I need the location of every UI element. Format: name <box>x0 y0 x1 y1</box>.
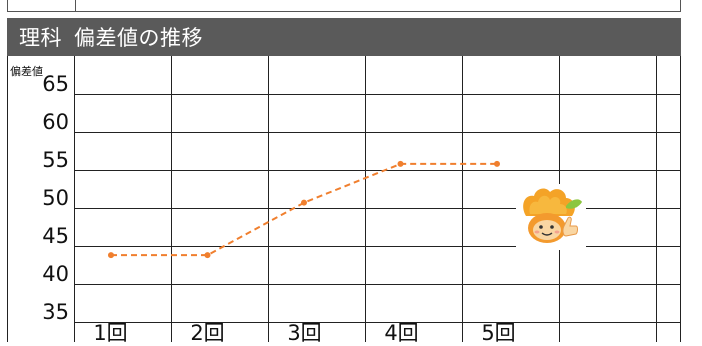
y-tick-label: 65 <box>42 72 69 96</box>
chart-header-bar: 理科 偏差値の推移 <box>7 18 681 56</box>
y-tick-label: 60 <box>42 110 69 134</box>
y-tick-label: 45 <box>42 224 69 248</box>
y-axis-label: 偏差値 <box>10 64 43 78</box>
x-tick-label: 5回 <box>481 321 515 342</box>
data-point <box>108 252 114 259</box>
y-tick-label: 40 <box>42 262 69 286</box>
x-tick-label: 2回 <box>190 321 224 342</box>
data-point <box>494 160 500 167</box>
x-tick-label: 3回 <box>287 321 321 342</box>
x-tick-label: 1回 <box>93 321 127 342</box>
x-tick-label: 4回 <box>384 321 418 342</box>
subject-label: 理科 <box>19 26 62 50</box>
chart-title: 偏差値の推移 <box>74 26 203 50</box>
y-tick-label: 50 <box>42 186 69 210</box>
top-table-divider <box>75 0 76 11</box>
orange-flower-mascot-icon <box>516 184 586 250</box>
data-point <box>204 252 211 259</box>
chart-area: 65 60 55 50 45 40 35 偏差値 1回 2回 3回 4回 5回 <box>7 56 681 345</box>
y-tick-label: 35 <box>42 300 69 324</box>
data-point <box>301 199 307 206</box>
series-line <box>111 162 497 257</box>
top-table-strip <box>7 0 681 12</box>
y-tick-label: 55 <box>42 148 69 172</box>
data-point <box>397 160 404 167</box>
